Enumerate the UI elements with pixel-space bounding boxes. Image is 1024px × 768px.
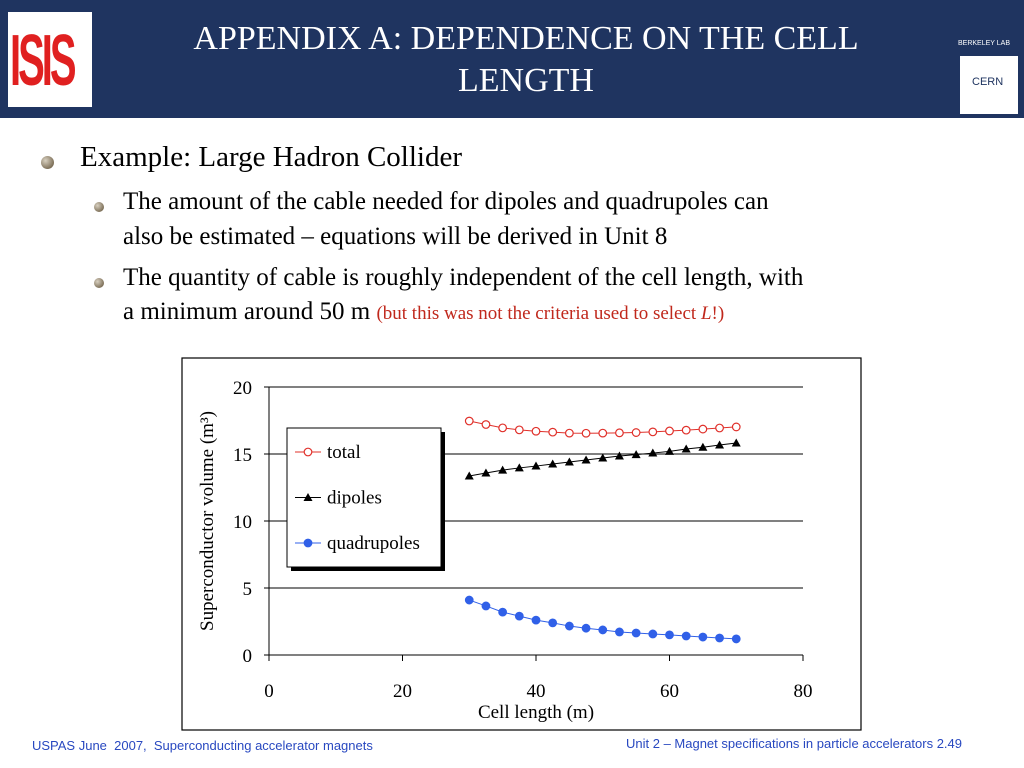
x-tick-label: 80: [794, 681, 813, 702]
note: (but this was not the criteria used to s…: [376, 303, 701, 324]
marker: [598, 625, 608, 635]
marker: [514, 463, 524, 472]
bullet-icon: [94, 202, 104, 212]
marker: [464, 416, 474, 426]
y-tick-label: 20: [233, 378, 252, 399]
bullet-icon: [41, 156, 54, 169]
marker: [498, 423, 508, 433]
marker: [615, 627, 624, 637]
title-line: APPENDIX A: DEPENDENCE ON THE CELL: [193, 20, 859, 57]
marker: [548, 459, 558, 468]
logo-cern: CERN: [972, 76, 1004, 88]
logo-cern-box: [960, 56, 1018, 114]
marker: [564, 428, 574, 438]
marker: [531, 461, 541, 470]
marker: [648, 427, 658, 437]
marker: [498, 607, 508, 617]
marker: [598, 453, 608, 462]
marker: [581, 623, 591, 633]
marker: [731, 438, 741, 447]
marker: [581, 428, 591, 438]
bullet-text: also be estimated – equations will be de…: [123, 223, 668, 250]
bullet-text: The amount of the cable needed for dipol…: [123, 188, 769, 215]
marker: [631, 428, 641, 437]
y-tick-label: 0: [243, 646, 253, 667]
marker: [481, 468, 491, 477]
bullet-text: a minimum around 50 m: [123, 298, 371, 325]
marker: [598, 428, 608, 438]
marker: [614, 451, 624, 460]
marker: [498, 465, 508, 474]
marker: [665, 630, 674, 640]
logo-left: ISIS: [10, 22, 77, 102]
marker: [514, 611, 524, 621]
y-tick-label: 5: [243, 579, 253, 600]
marker: [481, 601, 491, 611]
y-axis-label: Superconductor volume (m³): [197, 411, 218, 631]
x-tick-label: 60: [660, 681, 679, 702]
x-tick-label: 0: [264, 681, 274, 702]
bullet-main: Example: Large Hadron Collider: [80, 141, 462, 173]
marker: [698, 632, 708, 642]
marker: [681, 631, 691, 641]
marker: [303, 493, 313, 501]
marker: [648, 629, 658, 639]
logo-left-box: [8, 12, 92, 107]
marker: [303, 447, 313, 457]
marker: [464, 471, 474, 480]
marker: [581, 455, 591, 464]
marker: [715, 440, 725, 449]
note: L: [700, 303, 712, 324]
note: !): [711, 303, 725, 324]
bullet-icon: [94, 278, 104, 288]
marker: [665, 446, 674, 455]
legend-label: quadrupoles: [327, 533, 420, 554]
marker: [648, 448, 658, 457]
footer-left: USPAS June 2007, Superconducting acceler…: [32, 738, 373, 753]
x-tick-label: 20: [393, 681, 412, 702]
title-line: LENGTH: [458, 62, 594, 99]
marker: [464, 595, 474, 605]
legend-label: dipoles: [327, 488, 382, 509]
marker: [631, 450, 641, 459]
marker: [531, 426, 541, 436]
marker: [698, 424, 708, 434]
marker: [548, 618, 558, 628]
footer-right: Unit 2 – Magnet specifications in partic…: [626, 736, 963, 751]
header: ISIS APPENDIX A: DEPENDENCE ON THE CELL …: [0, 0, 1024, 118]
marker: [665, 426, 674, 436]
marker: [681, 444, 691, 453]
marker: [303, 538, 313, 548]
marker: [715, 423, 724, 433]
marker: [698, 442, 708, 451]
marker: [548, 427, 558, 437]
marker: [481, 420, 491, 429]
marker: [615, 428, 624, 438]
marker: [631, 628, 641, 638]
marker: [731, 422, 741, 432]
marker: [731, 634, 741, 644]
marker: [681, 425, 691, 435]
chart-frame: [181, 357, 862, 731]
legend-label: total: [327, 442, 361, 463]
bullet-line: a minimum around 50 m (but this was not …: [123, 298, 724, 326]
y-tick-label: 10: [233, 512, 252, 533]
y-tick-label: 15: [233, 445, 252, 466]
marker: [531, 615, 541, 625]
bullet-text: The quantity of cable is roughly indepen…: [123, 264, 804, 291]
marker: [564, 621, 574, 631]
x-axis-label: Cell length (m): [478, 702, 594, 723]
x-tick-label: 40: [527, 681, 546, 702]
marker: [715, 633, 724, 643]
marker: [514, 425, 524, 435]
logo-berkeley: BERKELEY LAB: [958, 40, 1011, 47]
marker: [564, 457, 574, 466]
